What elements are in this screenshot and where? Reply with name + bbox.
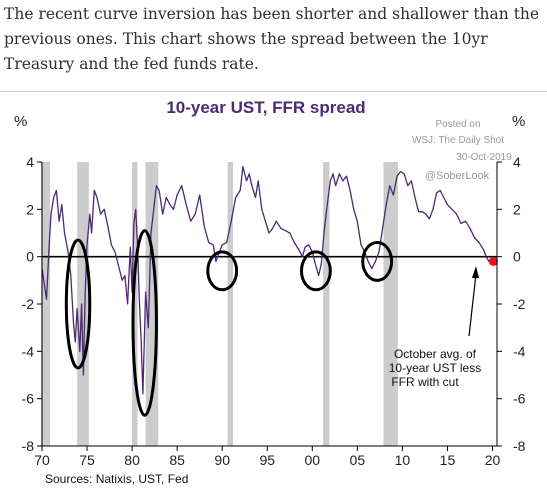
author-handle: @SoberLook xyxy=(425,170,490,182)
intro-paragraph: The recent curve inversion has been shor… xyxy=(4,5,540,73)
circle-marker-3 xyxy=(299,250,332,292)
recession-band-6 xyxy=(383,162,398,446)
recession-band-4 xyxy=(227,162,234,446)
y-tick-label-left-6: -8 xyxy=(22,438,35,454)
series-line-0 xyxy=(41,166,492,395)
circled-periods xyxy=(64,229,394,417)
y-tick-label-right-5: -6 xyxy=(513,391,526,407)
y-tick-label-right-0: 4 xyxy=(513,154,521,170)
y-tick-label-left-4: -4 xyxy=(22,343,35,359)
recession-band-1 xyxy=(77,162,89,446)
note-line-3: FFR with cut xyxy=(391,375,459,389)
posted-line-2: WSJ: The Daily Shot xyxy=(412,135,504,146)
x-tick-label-2: 80 xyxy=(124,452,140,468)
x-tick-label-10: 20 xyxy=(485,452,501,468)
circle-marker-0 xyxy=(64,238,92,370)
chart-panel: 4 4 2 2 0 0 -2 -2 -4 -4 -6 -6 -8 -8 70 75 80 85 90 95 00 05 10… xyxy=(0,91,547,500)
highlight-dot xyxy=(488,256,498,266)
spread-chart: 4 42 20 0-2 -2-4 -4-6 -6-8 -870 75 80 85 90 95 00 05 10… xyxy=(14,98,526,486)
note-arrow-shaft xyxy=(468,273,477,337)
circle-marker-4 xyxy=(361,240,394,282)
series-group xyxy=(41,166,498,395)
x-tick-label-5: 95 xyxy=(259,452,275,468)
y-axis-unit-right: % xyxy=(512,113,525,130)
x-tick-label-0: 70 xyxy=(34,452,50,468)
x-tick-label-4: 90 xyxy=(214,452,230,468)
y-tick-label-left-2: 0 xyxy=(26,249,34,265)
note-line-2: 10-year UST less xyxy=(389,361,481,375)
y-tick-label-left-0: 4 xyxy=(26,154,34,170)
posted-line-3: 30-Oct-2019 xyxy=(456,152,512,163)
circle-marker-2 xyxy=(206,250,239,292)
y-tick-label-right-1: 2 xyxy=(513,201,521,217)
x-tick-label-8: 10 xyxy=(395,452,411,468)
axes: 4 42 20 0-2 -2-4 -4-6 -6-8 -870 75 80 85 90 95 00 05 10… xyxy=(22,154,526,468)
x-tick-label-9: 15 xyxy=(440,452,456,468)
y-tick-label-left-3: -2 xyxy=(22,296,35,312)
y-tick-label-left-1: 2 xyxy=(26,201,34,217)
x-tick-label-1: 75 xyxy=(79,452,95,468)
note-arrow-head xyxy=(472,266,479,278)
recession-band-2 xyxy=(132,162,138,446)
y-tick-label-left-5: -6 xyxy=(22,391,35,407)
chart-title: 10-year UST, FFR spread xyxy=(166,98,365,117)
y-tick-label-right-2: 0 xyxy=(513,249,521,265)
note-line-1: October avg. of xyxy=(394,347,477,361)
y-axis-unit-left: % xyxy=(14,113,27,130)
x-tick-label-3: 85 xyxy=(169,452,185,468)
y-tick-label-right-6: -8 xyxy=(513,438,526,454)
x-tick-label-7: 05 xyxy=(350,452,366,468)
recession-band-5 xyxy=(323,162,330,446)
recession-bands xyxy=(41,162,398,446)
circle-marker-1 xyxy=(131,229,158,417)
recession-band-0 xyxy=(41,162,51,446)
y-tick-label-right-3: -2 xyxy=(513,296,526,312)
sources-note: Sources: Natixis, UST, Fed xyxy=(45,472,188,486)
posted-line-1: Posted on xyxy=(435,119,480,130)
x-tick-label-6: 00 xyxy=(305,452,321,468)
y-tick-label-right-4: -4 xyxy=(513,343,526,359)
